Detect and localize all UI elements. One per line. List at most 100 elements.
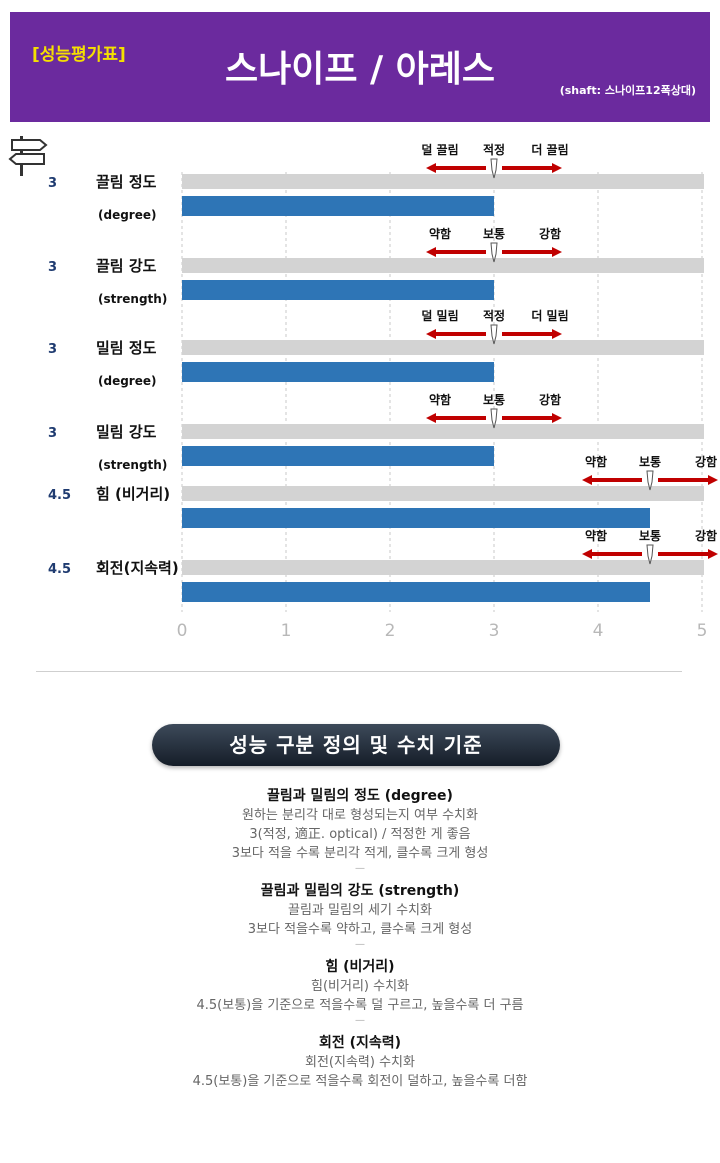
pin-marker [646,544,654,565]
definition-line: 끌림과 밀림의 세기 수치화 [288,903,432,918]
scale-arrowhead-left [582,549,592,559]
bar [182,446,494,466]
pin-marker [490,242,498,263]
header-banner: [성능평가표] 스나이프 / 아레스 (shaft: 스나이프12폭상대) [10,12,710,122]
bar-track [182,560,704,575]
definition-section: 끌림과 밀림의 강도 (strength) 끌림과 밀림의 세기 수치화 3보다 적… [0,881,720,951]
scale-arrowhead-right [552,163,562,173]
bar [182,362,494,382]
row-sublabel: (degree) [98,374,156,388]
row-label: 밀림 정도 [96,339,157,357]
definition-title: 끌림과 밀림의 정도 (degree) [267,788,453,804]
row-value-label: 4.5 [48,562,71,577]
shaft-note: (shaft: 스나이프12폭상대) [559,84,696,97]
scale-left-label: 약함 [429,392,451,407]
performance-chart: 0 1 2 3 4 53 끌림 정도(degree)덜 끌림 적정 더 끌림3 끌림 강도(str… [8,136,718,641]
definition-separator: — [355,1015,365,1026]
scale-right-label: 강함 [695,454,717,469]
bar-track [182,258,704,273]
scale-arrowhead-left [426,413,436,423]
scale-arrowhead-right [552,329,562,339]
scale-right-label: 강함 [695,528,717,543]
pin-marker [490,324,498,345]
definition-line: 3보다 적을 수록 분리각 적게, 클수록 크게 형성 [231,846,489,861]
definition-line: 회전(지속력) 수치화 [305,1055,415,1070]
row-value-label: 4.5 [48,488,71,503]
scale-arrowhead-right [708,475,718,485]
x-tick-label: 2 [385,621,396,641]
row-value-label: 3 [48,260,57,275]
bar [182,508,650,528]
definition-title: 힘 (비거리) [325,959,395,975]
scale-mid-label: 적정 [483,308,505,323]
row-sublabel: (strength) [98,292,167,306]
bar-track [182,486,704,501]
pin-marker [646,470,654,491]
bar [182,280,494,300]
definition-line: 원하는 분리각 대로 형성되는지 여부 수치화 [242,808,478,823]
scale-mid-label: 보통 [483,226,505,241]
x-tick-label: 3 [489,621,500,641]
row-label: 밀림 강도 [96,423,157,441]
scale-left-label: 약함 [585,528,607,543]
x-tick-label: 5 [697,621,708,641]
scale-arrowhead-left [426,163,436,173]
definition-line: 4.5(보통)을 기준으로 적을수록 덜 구르고, 높을수록 더 구름 [196,998,524,1013]
row-value-label: 3 [48,176,57,191]
scale-arrowhead-right [708,549,718,559]
row-sublabel: (strength) [98,458,167,472]
row-label: 끌림 강도 [96,257,157,275]
x-tick-label: 4 [593,621,604,641]
definitions-list: 끌림과 밀림의 정도 (degree) 원하는 분리각 대로 형성되는지 여부 수… [0,786,720,1097]
section-divider [36,671,682,672]
scale-arrowhead-right [552,247,562,257]
definition-line: 힘(비거리) 수치화 [311,979,409,994]
definition-line: 4.5(보통)을 기준으로 적을수록 회전이 덜하고, 높을수록 더함 [192,1074,528,1089]
scale-mid-label: 적정 [483,142,505,157]
pin-marker [490,158,498,179]
scale-mid-label: 보통 [483,392,505,407]
header-tag: [성능평가표] [32,45,126,65]
scale-right-label: 더 밀림 [531,308,568,323]
x-tick-label: 1 [281,621,292,641]
definition-line: 3(적정, 適正. optical) / 적정한 게 좋음 [249,827,471,842]
scale-arrowhead-left [426,329,436,339]
x-tick-label: 0 [177,621,188,641]
scale-arrowhead-left [582,475,592,485]
definitions-banner: 성능 구분 정의 및 수치 기준 [152,724,560,766]
scale-right-label: 강함 [539,392,561,407]
scale-right-label: 더 끌림 [531,142,568,157]
definition-section: 끌림과 밀림의 정도 (degree) 원하는 분리각 대로 형성되는지 여부 수… [0,786,720,875]
definition-separator: — [355,939,365,950]
scale-mid-label: 보통 [639,528,661,543]
bar [182,196,494,216]
scale-arrowhead-left [426,247,436,257]
page-title: 스나이프 / 아레스 [224,49,496,90]
definition-section: 힘 (비거리) 힘(비거리) 수치화 4.5(보통)을 기준으로 적을수록 덜 구르… [0,957,720,1027]
scale-right-label: 강함 [539,226,561,241]
definition-title: 끌림과 밀림의 강도 (strength) [260,883,460,899]
row-value-label: 3 [48,426,57,441]
row-label: 회전(지속력) [96,559,179,577]
row-sublabel: (degree) [98,208,156,222]
bar-track [182,174,704,189]
row-value-label: 3 [48,342,57,357]
definition-title: 회전 (지속력) [318,1035,402,1051]
scale-mid-label: 보통 [639,454,661,469]
scale-left-label: 약함 [429,226,451,241]
definition-line: 3보다 적을수록 약하고, 클수록 크게 형성 [247,922,473,937]
signpost-icon [8,136,48,176]
definitions-banner-label: 성능 구분 정의 및 수치 기준 [229,733,483,757]
scale-left-label: 덜 끌림 [421,143,458,157]
row-label: 힘 (비거리) [96,485,170,503]
bar-track [182,424,704,439]
row-label: 끌림 정도 [96,173,157,191]
definition-section: 회전 (지속력) 회전(지속력) 수치화 4.5(보통)을 기준으로 적을수록 회전… [0,1033,720,1091]
bar-track [182,340,704,355]
scale-left-label: 약함 [585,454,607,469]
scale-arrowhead-right [552,413,562,423]
scale-left-label: 덜 밀림 [421,309,458,323]
definition-separator: — [355,863,365,874]
bar [182,582,650,602]
pin-marker [490,408,498,429]
